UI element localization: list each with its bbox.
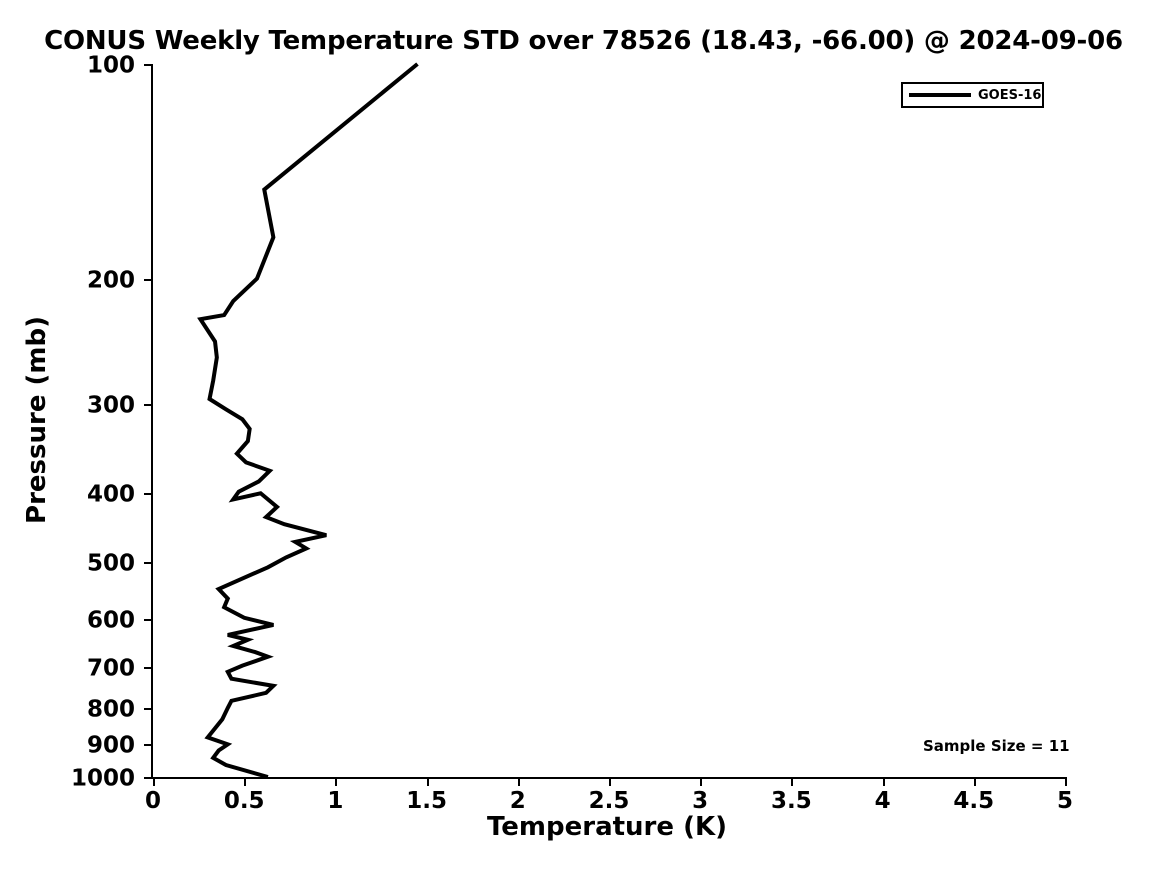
y-tick: 700 [87,657,153,680]
x-tick [1065,777,1067,786]
y-tick: 100 [87,54,153,77]
y-tick-label: 500 [86,550,135,577]
x-tick [153,777,155,786]
x-axis-label: Temperature (K) [487,812,727,842]
x-tick [973,777,976,786]
x-tick-label: 4 [874,788,891,814]
x-tick-label: 0 [144,788,162,814]
y-tick: 900 [87,734,153,757]
y-tick-label: 600 [86,607,135,634]
y-axis-label: Pressure (mb) [22,316,52,524]
goes16-line-path [197,62,419,779]
y-tick-label: 700 [86,655,135,682]
x-tick [517,777,520,786]
y-tick-label: 100 [86,52,135,79]
y-tick: 200 [87,269,153,292]
x-tick-label: 4.5 [953,788,995,814]
legend-entry-label: GOES-16 [978,87,1042,103]
y-tick-label: 800 [86,696,135,723]
x-tick-label: 0.5 [223,788,265,814]
y-tick: 500 [87,552,153,575]
x-tick [244,777,247,786]
legend[interactable]: GOES-16 [901,82,1044,108]
y-tick-label: 900 [86,732,135,759]
x-tick-label: 3.5 [771,788,812,814]
plot-area: 100 200 300 400 500 600 700 800 900 1000 0 0.5 1 1.5… [71,54,1073,813]
x-tick [426,777,429,786]
x-tick [335,777,338,786]
y-tick: 800 [87,698,153,721]
x-tick-label: 2.5 [588,788,630,814]
data-line-series [197,62,419,779]
x-tick-label: 3 [692,788,709,814]
y-tick-label: 1000 [70,765,135,792]
x-tick [791,777,794,786]
y-tick: 600 [87,609,153,632]
x-axis-ticks: 0 0.5 1 1.5 2 2.5 3 3.5 4 4.5 5 [145,777,1073,823]
x-tick-label: 1 [327,788,344,814]
x-tick [609,777,611,786]
y-tick: 300 [87,394,153,417]
sample-size-annotation: Sample Size = 11 [923,737,1070,755]
x-tick-label: 1.5 [406,788,447,814]
x-tick-label: 2 [509,788,526,814]
y-tick-label: 300 [86,392,135,419]
y-tick: 1000 [71,767,153,790]
y-tick: 400 [87,483,153,506]
x-tick-label: 5 [1056,788,1074,814]
legend-line-swatch [909,93,971,97]
page-title: CONUS Weekly Temperature STD over 78526 … [44,26,1123,56]
x-tick [700,777,703,786]
y-tick-label: 400 [86,481,135,508]
x-tick [882,777,885,786]
y-tick-label: 200 [86,267,135,294]
